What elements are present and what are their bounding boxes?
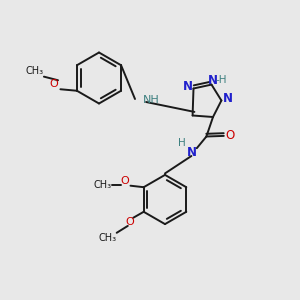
- Text: N: N: [223, 92, 233, 106]
- Text: N: N: [186, 146, 197, 159]
- Text: N: N: [183, 80, 193, 93]
- Text: NH: NH: [142, 95, 159, 105]
- Text: O: O: [120, 176, 129, 186]
- Text: O: O: [226, 129, 235, 142]
- Text: H: H: [178, 138, 186, 148]
- Text: O: O: [50, 79, 58, 89]
- Text: CH₃: CH₃: [94, 179, 112, 190]
- Text: -H: -H: [215, 75, 227, 85]
- Text: N: N: [208, 74, 218, 87]
- Text: CH₃: CH₃: [26, 66, 44, 76]
- Text: CH₃: CH₃: [99, 233, 117, 243]
- Text: O: O: [126, 217, 135, 227]
